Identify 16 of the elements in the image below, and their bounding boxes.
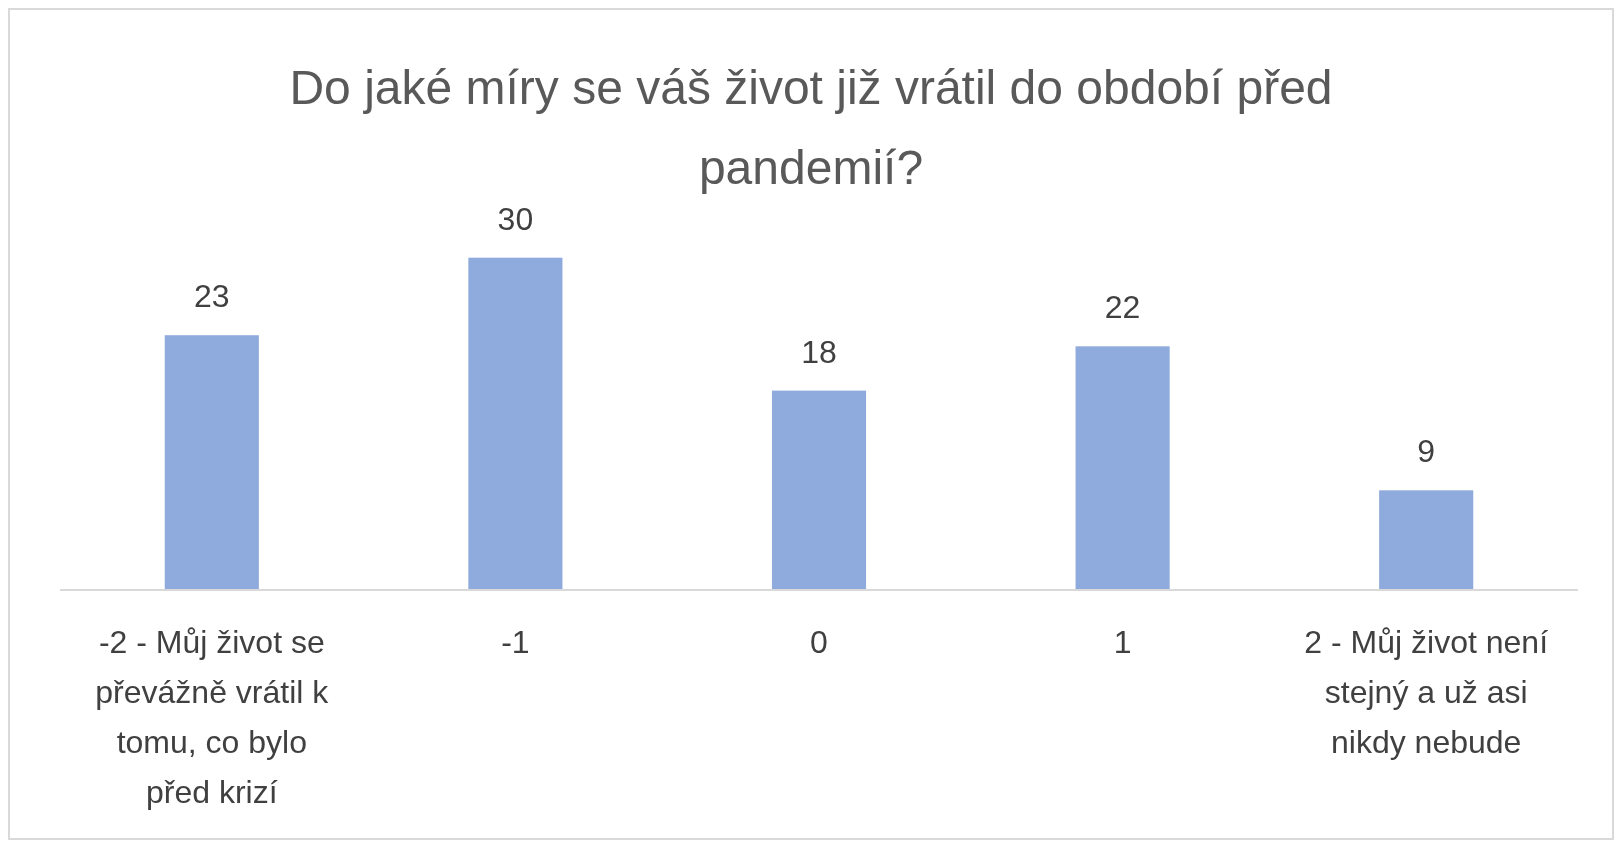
bar [1379, 490, 1474, 590]
bar [771, 390, 867, 590]
x-tick-label: 2 - Můj život není stejný a už asi nikdy nebude [1304, 624, 1549, 760]
data-label: 30 [497, 200, 534, 237]
x-tick-label: 0 [810, 624, 828, 660]
data-label: 22 [1104, 289, 1141, 326]
data-label: 23 [194, 278, 230, 315]
data-label: 9 [1417, 433, 1436, 470]
bar [1075, 346, 1170, 590]
x-tick-label: 1 [1113, 624, 1132, 660]
x-tick-label: -1 [501, 624, 530, 660]
x-tick-label: -2 - Můj život se převážně vrátil k tomu, co bylo před krizí [95, 624, 330, 810]
chart-title: Do jaké míry se váš život již vrátil do období před pandemií? [289, 61, 1333, 194]
bar [468, 257, 563, 590]
data-label: 18 [801, 333, 837, 370]
bar [164, 335, 259, 590]
